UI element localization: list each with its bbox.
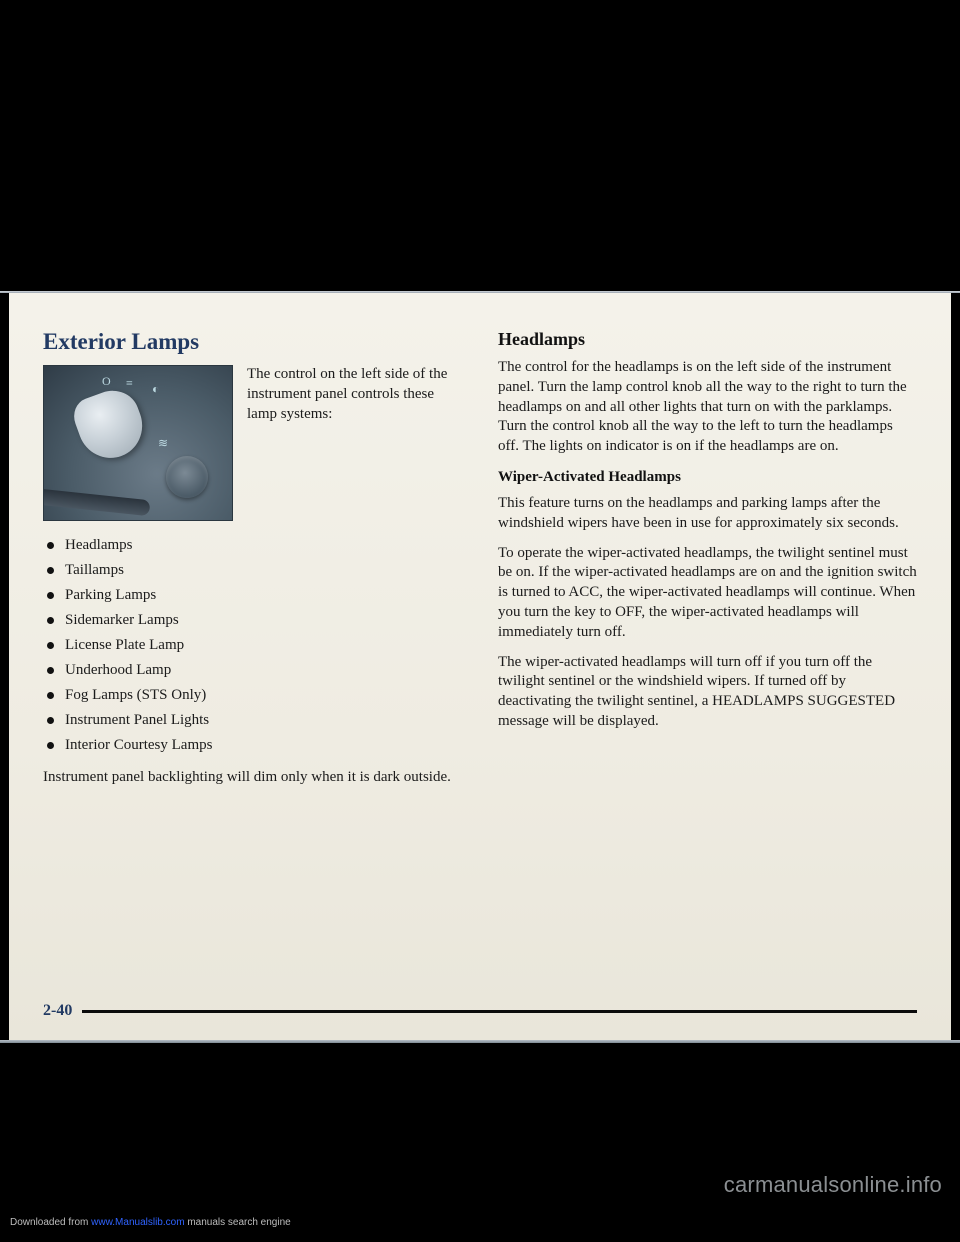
site-watermark: carmanualsonline.info xyxy=(724,1172,942,1198)
footer-rule xyxy=(82,1010,917,1013)
lamp-control-photo: O ≡ ◐ ≋ xyxy=(43,365,233,521)
headlamp-symbol-icon: ◐ xyxy=(152,382,159,397)
off-symbol-icon: O xyxy=(102,374,111,389)
download-link[interactable]: www.Manualslib.com xyxy=(91,1217,184,1228)
headlamps-paragraph-1: The control for the headlamps is on the … xyxy=(498,358,917,457)
list-item: Headlamps xyxy=(43,533,462,558)
list-item: Fog Lamps (STS Only) xyxy=(43,683,462,708)
right-column: Headlamps The control for the headlamps … xyxy=(498,329,917,798)
subsection-heading-headlamps: Headlamps xyxy=(498,329,917,350)
download-prefix: Downloaded from xyxy=(10,1217,91,1228)
footer-row: 2-40 xyxy=(43,1002,917,1020)
download-suffix: manuals search engine xyxy=(187,1217,290,1228)
section-heading-exterior-lamps: Exterior Lamps xyxy=(43,329,462,355)
backlighting-note: Instrument panel backlighting will dim o… xyxy=(43,768,462,788)
list-item: Parking Lamps xyxy=(43,583,462,608)
list-item: Instrument Panel Lights xyxy=(43,708,462,733)
manual-page: Exterior Lamps O ≡ ◐ ≋ The control on th… xyxy=(9,293,951,1040)
list-item: Sidemarker Lamps xyxy=(43,608,462,633)
wiper-paragraph-2: To operate the wiper-activated headlamps… xyxy=(498,544,917,643)
download-source-line: Downloaded from www.Manualslib.com manua… xyxy=(10,1217,291,1228)
list-item: Taillamps xyxy=(43,558,462,583)
image-with-caption-row: O ≡ ◐ ≋ The control on the left side of … xyxy=(43,365,462,521)
subheading-wiper-activated: Wiper-Activated Headlamps xyxy=(498,469,917,486)
wiper-paragraph-1: This feature turns on the headlamps and … xyxy=(498,494,917,534)
list-item: Underhood Lamp xyxy=(43,658,462,683)
viewport: Exterior Lamps O ≡ ◐ ≋ The control on th… xyxy=(0,0,960,1242)
page-footer: 2-40 xyxy=(43,1002,917,1020)
list-item: License Plate Lamp xyxy=(43,633,462,658)
list-item: Interior Courtesy Lamps xyxy=(43,733,462,758)
intro-text: The control on the left side of the inst… xyxy=(247,365,462,511)
page-number: 2-40 xyxy=(43,1002,72,1020)
left-column: Exterior Lamps O ≡ ◐ ≋ The control on th… xyxy=(43,329,462,798)
two-column-layout: Exterior Lamps O ≡ ◐ ≋ The control on th… xyxy=(43,329,917,798)
bottom-separator xyxy=(0,1040,960,1043)
parklamp-symbol-icon: ≡ xyxy=(126,376,133,391)
foglamp-symbol-icon: ≋ xyxy=(158,436,168,451)
wiper-paragraph-3: The wiper-activated headlamps will turn … xyxy=(498,653,917,732)
lamp-systems-list: Headlamps Taillamps Parking Lamps Sidema… xyxy=(43,533,462,758)
dimmer-wheel xyxy=(166,456,208,498)
